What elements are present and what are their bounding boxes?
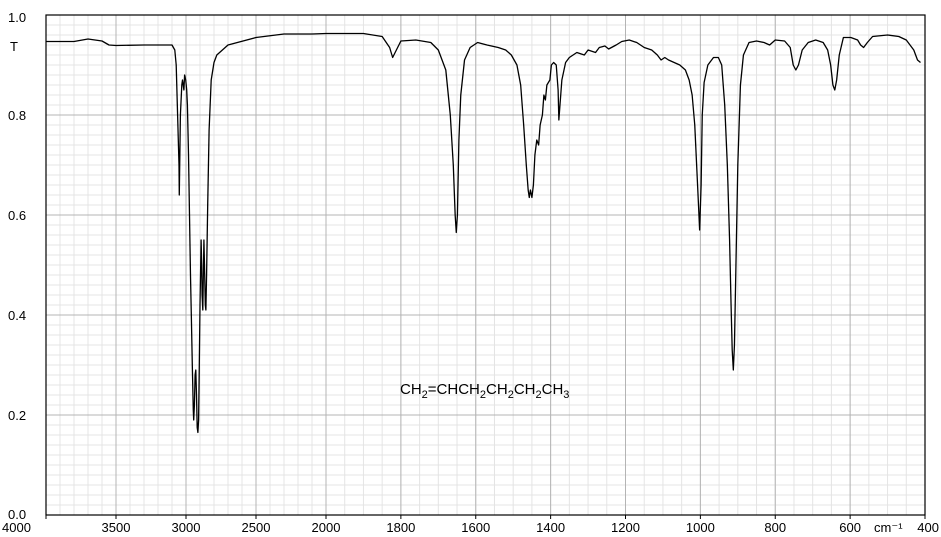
y-tick-label: 0.0 bbox=[8, 507, 26, 522]
x-tick-label: 400 bbox=[917, 520, 939, 535]
x-tick-label: 1800 bbox=[386, 520, 415, 535]
x-tick-label: 1000 bbox=[686, 520, 715, 535]
compound-formula: CH2=CHCH2CH2CH2CH3 bbox=[400, 381, 569, 401]
y-tick-label: 0.2 bbox=[8, 408, 26, 423]
minor-grid bbox=[46, 15, 925, 515]
x-tick-label: 600 bbox=[839, 520, 861, 535]
x-tick-label: 3500 bbox=[102, 520, 131, 535]
x-tick-label: 3000 bbox=[172, 520, 201, 535]
spectrum-series bbox=[46, 32, 921, 434]
x-tick-label: 4000 bbox=[2, 520, 31, 535]
plot-frame bbox=[45, 14, 926, 516]
y-tick-labels: 0.0 0.2 0.4 0.6 0.8 1.0 bbox=[8, 10, 26, 522]
y-tick-label: 1.0 bbox=[8, 10, 26, 25]
x-tick-labels: 4000 3500 3000 2500 2000 1800 1600 1400 1200 1000… bbox=[2, 520, 939, 535]
x-tick-label: 1200 bbox=[611, 520, 640, 535]
x-tick-label: 2000 bbox=[312, 520, 341, 535]
x-unit-label: cm⁻¹ bbox=[874, 520, 903, 535]
y-tick-label: 0.6 bbox=[8, 208, 26, 223]
major-grid bbox=[45, 15, 926, 519]
y-axis-label: T bbox=[10, 39, 18, 54]
x-tick-label: 2500 bbox=[242, 520, 271, 535]
x-tick-label: 1600 bbox=[461, 520, 490, 535]
spectrum-line bbox=[46, 32, 921, 434]
x-tick-label: 1400 bbox=[536, 520, 565, 535]
x-tick-label: 800 bbox=[764, 520, 786, 535]
y-tick-label: 0.4 bbox=[8, 308, 26, 323]
y-tick-label: 0.8 bbox=[8, 108, 26, 123]
